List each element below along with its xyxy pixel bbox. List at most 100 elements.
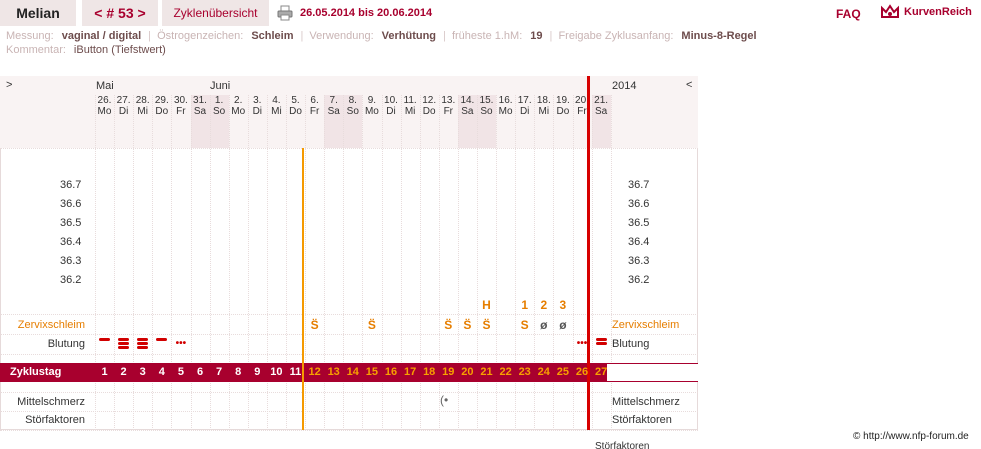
- bleeding-marker[interactable]: •••: [175, 338, 187, 349]
- day-column-header[interactable]: 21. Sa: [591, 95, 611, 148]
- day-column-header[interactable]: 26. Mo: [97, 95, 112, 117]
- bleeding-marker[interactable]: [95, 337, 114, 342]
- hm-marker: 2: [540, 298, 548, 312]
- day-column-header[interactable]: 27. Di: [116, 95, 131, 117]
- ovulation-line: [302, 148, 304, 430]
- day-column-header[interactable]: 2. Mo: [231, 95, 246, 117]
- cycle-day-cell[interactable]: 6: [196, 366, 204, 378]
- cycle-day-cell[interactable]: 21: [480, 366, 493, 378]
- day-column-header[interactable]: 4. Mi: [271, 95, 282, 117]
- zervix-marker[interactable]: S: [520, 318, 529, 332]
- cycle-day-cell[interactable]: 23: [518, 366, 531, 378]
- day-column-header[interactable]: 29. Do: [154, 95, 169, 117]
- forum-credit[interactable]: © http://www.nfp-forum.de: [853, 431, 969, 442]
- temp-label-left: 36.4: [60, 236, 82, 248]
- cycle-day-cell[interactable]: 19: [442, 366, 455, 378]
- grid-line: [247, 95, 249, 430]
- temp-label-right: 36.7: [628, 179, 650, 191]
- grid-line: [534, 95, 536, 430]
- user-name[interactable]: Melian: [0, 0, 76, 26]
- day-column-header[interactable]: 30. Fr: [173, 95, 188, 117]
- day-column-header[interactable]: 6. Fr: [309, 95, 320, 117]
- cycle-day-cell[interactable]: 9: [254, 366, 261, 378]
- zervix-marker[interactable]: S̈: [310, 318, 319, 332]
- grid-line: [133, 95, 135, 430]
- mittelschmerz-label-right: Mittelschmerz: [612, 396, 680, 408]
- cycle-day-cell[interactable]: 4: [158, 366, 165, 378]
- cycle-day-cell[interactable]: 12: [308, 366, 321, 378]
- faq-link[interactable]: FAQ: [836, 7, 861, 21]
- zervix-marker[interactable]: S̈: [463, 318, 472, 332]
- grid-line: [457, 95, 459, 430]
- day-column-header[interactable]: 5. Do: [289, 95, 302, 117]
- cycle-day-cell[interactable]: 10: [270, 366, 283, 378]
- bleeding-marker[interactable]: [114, 337, 133, 350]
- grid-line: [362, 95, 364, 430]
- temp-label-left: 36.7: [60, 179, 82, 191]
- printer-icon[interactable]: [277, 5, 293, 21]
- day-column-header[interactable]: 10. Di: [384, 95, 398, 117]
- nav-left-arrow[interactable]: >: [6, 79, 13, 91]
- day-column-header[interactable]: 9. Mo: [364, 95, 379, 117]
- day-column-header[interactable]: 19. Do: [555, 95, 570, 117]
- cycle-day-cell[interactable]: 7: [216, 366, 223, 378]
- day-column-header[interactable]: 14. Sa: [457, 95, 477, 148]
- stoerfaktoren-label-right: Störfaktoren: [612, 414, 672, 426]
- cycle-day-row-right: [607, 363, 698, 382]
- grid-hline: [0, 354, 698, 355]
- zervix-marker[interactable]: S̈: [367, 318, 376, 332]
- day-column-header[interactable]: 20. Fr: [575, 95, 589, 117]
- cycle-day-cell[interactable]: 24: [537, 366, 550, 378]
- day-column-header[interactable]: 16. Mo: [498, 95, 513, 117]
- bleeding-marker[interactable]: •••: [576, 338, 588, 349]
- bleeding-marker[interactable]: [152, 337, 171, 342]
- cycle-day-cell[interactable]: 27: [594, 366, 608, 378]
- day-column-header[interactable]: 3. Di: [252, 95, 263, 117]
- day-column-header[interactable]: 8. So: [343, 95, 363, 148]
- cycle-day-cell[interactable]: 13: [327, 366, 340, 378]
- day-column-header[interactable]: 18. Mi: [536, 95, 551, 117]
- grid-hline: [0, 314, 698, 315]
- day-column-header[interactable]: 17. Di: [517, 95, 532, 117]
- hm-marker: H: [482, 298, 491, 312]
- day-column-header[interactable]: 15. So: [477, 95, 496, 148]
- day-column-header[interactable]: 13. Fr: [441, 95, 456, 117]
- day-column-header[interactable]: 12. Do: [422, 95, 437, 117]
- cycle-day-cell[interactable]: 14: [346, 366, 359, 378]
- cycle-day-cell[interactable]: 18: [423, 366, 436, 378]
- cycle-day-cell[interactable]: 26: [575, 366, 589, 378]
- cycle-day-cell[interactable]: 25: [556, 366, 570, 378]
- temp-label-left: 36.5: [60, 217, 82, 229]
- cycle-day-cell[interactable]: 8: [235, 366, 242, 378]
- day-column-header[interactable]: 1. So: [209, 95, 229, 148]
- zervix-marker[interactable]: ø: [559, 318, 567, 332]
- cycle-day-cell[interactable]: 1: [101, 366, 108, 378]
- cycle-day-cell[interactable]: 3: [139, 366, 146, 378]
- bleeding-marker[interactable]: [592, 337, 611, 346]
- nav-right-arrow[interactable]: <: [686, 79, 693, 91]
- zyklustag-label: Zyklustag: [10, 366, 62, 378]
- crown-icon: [881, 4, 899, 18]
- cycle-day-cell[interactable]: 2: [120, 366, 127, 378]
- meta-line-2: Kommentar: iButton (Tiefstwert): [6, 44, 166, 56]
- day-column-header[interactable]: 31. Sa: [190, 95, 210, 148]
- day-column-header[interactable]: 28. Mi: [135, 95, 150, 117]
- bleeding-marker[interactable]: [133, 337, 152, 350]
- grid-line: [266, 95, 268, 430]
- temp-label-right: 36.4: [628, 236, 650, 248]
- cycle-day-cell[interactable]: 17: [403, 366, 417, 378]
- zervix-marker[interactable]: S̈: [444, 318, 453, 332]
- day-column-header[interactable]: 7. Sa: [324, 95, 344, 148]
- cycle-day-cell[interactable]: 15: [365, 366, 379, 378]
- zervix-marker[interactable]: S̈: [482, 318, 491, 332]
- cycle-day-cell[interactable]: 20: [461, 366, 474, 378]
- cycle-day-cell[interactable]: 22: [499, 366, 512, 378]
- cycle-day-cell[interactable]: 16: [384, 366, 398, 378]
- day-column-header[interactable]: 11. Mi: [403, 95, 417, 117]
- cycle-day-cell[interactable]: 11: [289, 366, 302, 378]
- cycle-navigator[interactable]: < # 53 >: [82, 0, 158, 26]
- cycle-overview-button[interactable]: Zyklenübersicht: [162, 0, 269, 26]
- zervix-marker[interactable]: ø: [540, 318, 548, 332]
- cycle-day-cell[interactable]: 5: [177, 366, 184, 378]
- logo[interactable]: KurvenReich: [880, 2, 972, 22]
